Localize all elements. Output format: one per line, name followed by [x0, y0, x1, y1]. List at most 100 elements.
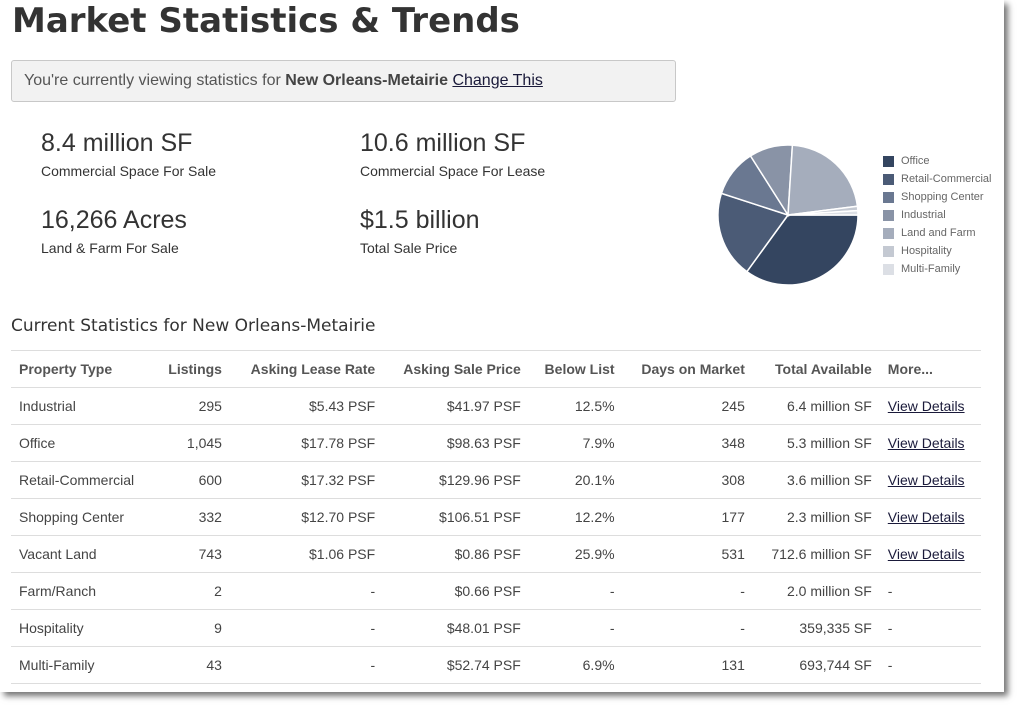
pie-slice-office	[745, 214, 859, 286]
table-cell: 531	[622, 535, 753, 573]
table-cell: 3.6 million SF	[752, 461, 880, 499]
current-market: New Orleans-Metairie	[285, 72, 448, 89]
table-cell: -	[622, 572, 753, 610]
table-cell: 359,335 SF	[752, 609, 880, 647]
table-cell: $129.96 PSF	[383, 461, 529, 499]
section-title: Current Statistics for New Orleans-Metai…	[11, 316, 376, 336]
stat-label: Total Sale Price	[360, 240, 458, 256]
legend-item: Hospitality	[883, 242, 991, 260]
table-cell: $0.86 PSF	[383, 535, 529, 573]
table-cell: 20.1%	[528, 461, 623, 499]
table-cell: 348	[622, 424, 753, 462]
property-type-pie-chart	[717, 144, 859, 286]
table-row: Vacant Land 743 $1.06 PSF $0.86 PSF 25.9% 531…	[11, 535, 981, 573]
table-cell: -	[229, 646, 384, 684]
legend-item: Retail-Commercial	[883, 170, 991, 188]
table-cell: 2.3 million SF	[752, 498, 880, 536]
table-row: Hospitality 9- $48.01 PSF - -359,335 SF -	[11, 609, 981, 647]
stat-value: 10.6 million SF	[360, 129, 526, 157]
market-selector-bar: You're currently viewing statistics for …	[11, 60, 676, 102]
legend-label: Hospitality	[901, 245, 952, 257]
column-header: Below List	[528, 350, 623, 388]
legend-swatch	[883, 173, 894, 185]
table-cell: -	[622, 609, 753, 647]
table-cell: View Details	[879, 535, 981, 573]
column-header: Asking Lease Rate	[229, 350, 384, 388]
table-cell: $48.01 PSF	[383, 609, 529, 647]
view-details-link[interactable]: View Details	[887, 435, 965, 451]
table-cell: 7.9%	[528, 424, 623, 462]
table-cell: 743	[154, 535, 230, 573]
table-cell: 5.3 million SF	[752, 424, 880, 462]
column-header: Property Type	[11, 350, 154, 388]
table-header-row: Property Type Listings Asking Lease Rate As…	[11, 350, 981, 388]
table-cell: Shopping Center	[11, 498, 154, 536]
view-details-link[interactable]: View Details	[887, 509, 965, 525]
table-cell: -	[229, 609, 384, 647]
market-bar-prefix: You're currently viewing statistics for	[24, 72, 281, 89]
legend-swatch	[883, 227, 894, 239]
legend-swatch	[883, 245, 894, 257]
stat-label: Land & Farm For Sale	[41, 240, 179, 256]
table-cell: -	[879, 646, 981, 684]
table-cell: -	[229, 572, 384, 610]
table-cell: 245	[622, 387, 753, 425]
table-cell: 332	[154, 498, 230, 536]
table-cell: 43	[154, 646, 230, 684]
change-market-link[interactable]: Change This	[452, 72, 543, 89]
table-cell: 2.0 million SF	[752, 572, 880, 610]
table-cell: 693,744 SF	[752, 646, 880, 684]
table-cell: Industrial	[11, 387, 154, 425]
stat-label: Commercial Space For Lease	[360, 163, 546, 179]
table-cell: Office	[11, 424, 154, 462]
table-cell: View Details	[879, 424, 981, 462]
table-cell: 12.2%	[528, 498, 623, 536]
column-header: Days on Market	[622, 350, 753, 388]
table-cell: Farm/Ranch	[11, 572, 154, 610]
table-cell: -	[879, 609, 981, 647]
legend-label: Shopping Center	[901, 191, 984, 203]
legend-item: Land and Farm	[883, 224, 991, 242]
legend-label: Office	[901, 155, 930, 167]
table-cell: Vacant Land	[11, 535, 154, 573]
legend-item: Industrial	[883, 206, 991, 224]
legend-label: Industrial	[901, 209, 946, 221]
table-cell: $5.43 PSF	[229, 387, 384, 425]
table-cell: $17.78 PSF	[229, 424, 384, 462]
stat-label: Commercial Space For Sale	[41, 163, 217, 179]
table-cell: View Details	[879, 387, 981, 425]
view-details-link[interactable]: View Details	[887, 472, 965, 488]
table-cell: 712.6 million SF	[752, 535, 880, 573]
market-stats-panel: Market Statistics & Trends You're curren…	[11, 1, 992, 684]
legend-swatch	[883, 155, 894, 167]
table-cell: Hospitality	[11, 609, 154, 647]
table-cell: 12.5%	[528, 387, 623, 425]
legend-label: Land and Farm	[901, 227, 976, 239]
stat-lease-space: 10.6 million SF Commercial Space For Lea…	[360, 129, 545, 179]
legend-item: Shopping Center	[883, 188, 991, 206]
view-details-link[interactable]: View Details	[887, 398, 965, 414]
stat-total-sale: $1.5 billion Total Sale Price	[360, 206, 480, 256]
table-cell: 177	[622, 498, 753, 536]
table-cell: $12.70 PSF	[229, 498, 384, 536]
view-details-link[interactable]: View Details	[887, 546, 965, 562]
table-cell: -	[528, 572, 623, 610]
table-cell: Multi-Family	[11, 646, 154, 684]
table-cell: -	[528, 609, 623, 647]
legend-swatch	[883, 191, 894, 203]
stat-value: $1.5 billion	[360, 206, 480, 234]
table-row: Industrial 295 $5.43 PSF $41.97 PSF 12.5% 245…	[11, 387, 981, 425]
column-header: Listings	[154, 350, 230, 388]
table-row: Office 1,045 $17.78 PSF $98.63 PSF 7.9% 348 5.…	[11, 424, 981, 462]
table-row: Farm/Ranch 2- $0.66 PSF - -2.0 million SF -	[11, 572, 981, 610]
table-cell: 308	[622, 461, 753, 499]
table-cell: 6.4 million SF	[752, 387, 880, 425]
legend-item: Office	[883, 152, 991, 170]
column-header: Asking Sale Price	[383, 350, 529, 388]
pie-slice-multi-family	[787, 209, 859, 216]
table-body: Industrial 295 $5.43 PSF $41.97 PSF 12.5% 245…	[11, 387, 981, 684]
table-cell: View Details	[879, 498, 981, 536]
column-header: Total Available	[752, 350, 880, 388]
pie-slice-land-and-farm	[787, 144, 859, 216]
table-cell: View Details	[879, 461, 981, 499]
